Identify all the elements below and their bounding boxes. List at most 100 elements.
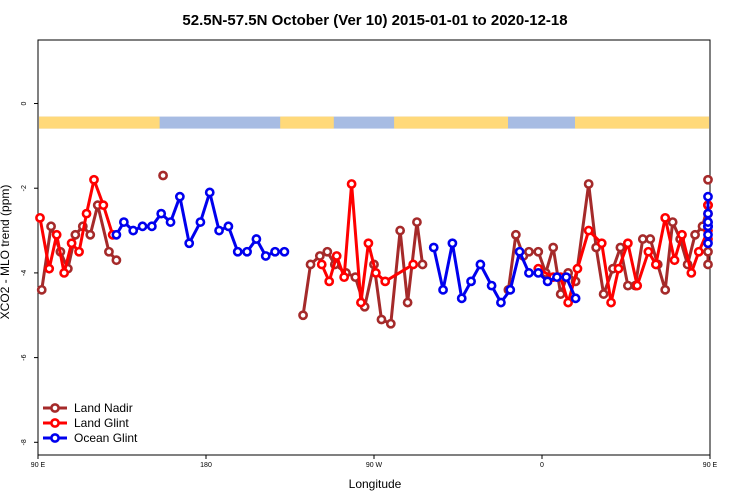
data-point-1-0-8 xyxy=(98,200,109,211)
data-point-0-0-4 xyxy=(70,229,81,240)
data-point-2-1-8 xyxy=(505,284,516,295)
data-point-0-3-7 xyxy=(555,289,566,299)
data-point-2-2-6 xyxy=(703,217,713,227)
data-point-1-1-9 xyxy=(408,259,419,270)
x-tick-label-3: 0 xyxy=(540,462,544,469)
y-tick-label-1: -2 xyxy=(21,185,28,191)
data-point-0-2-9 xyxy=(376,314,387,325)
y-axis: 0 -2 -4 -6 -8 xyxy=(21,101,38,445)
data-point-2-1-13 xyxy=(552,272,562,283)
series-line-2-1 xyxy=(432,241,577,305)
land-band-segment-1 xyxy=(280,116,334,129)
data-point-1-0-1 xyxy=(44,263,55,274)
data-point-1-0-2 xyxy=(51,229,62,240)
data-point-1-2-10 xyxy=(632,280,643,291)
data-point-2-1-6 xyxy=(486,280,497,291)
land-band-segment-2 xyxy=(394,116,508,129)
data-point-1-2-3 xyxy=(563,297,574,308)
data-point-1-2-17 xyxy=(693,246,704,257)
data-point-1-2-8 xyxy=(613,263,624,274)
data-point-0-0-8 xyxy=(104,246,114,257)
data-point-2-1-7 xyxy=(496,297,506,308)
x-axis: 90 E 180 90 W 0 90 E xyxy=(31,455,718,469)
data-point-0-3-10 xyxy=(583,179,594,189)
data-point-1-0-6 xyxy=(81,208,92,219)
data-point-0-3-24 xyxy=(690,229,700,240)
legend-marker-2 xyxy=(50,433,60,443)
x-axis-label: Longitude xyxy=(349,477,402,491)
data-point-2-0-12 xyxy=(223,221,234,232)
legend-marker-1 xyxy=(50,418,60,428)
data-point-1-1-8 xyxy=(380,276,391,287)
data-point-1-0-7 xyxy=(89,174,99,185)
data-point-0-3-3 xyxy=(524,246,534,257)
data-point-0-3-4 xyxy=(533,246,544,257)
x-tick-label-2: 90 W xyxy=(366,462,383,469)
data-point-0-0-1 xyxy=(46,221,56,232)
y-tick-label-3: -6 xyxy=(21,354,28,360)
data-point-1-1-5 xyxy=(356,297,366,308)
data-point-2-0-13 xyxy=(232,246,243,257)
data-point-1-2-11 xyxy=(643,246,654,257)
data-point-2-2-7 xyxy=(703,191,713,202)
data-point-2-1-14 xyxy=(561,272,572,283)
data-point-2-0-2 xyxy=(128,225,139,236)
chart-title: 52.5N-57.5N October (Ver 10) 2015-01-01 … xyxy=(182,12,567,29)
y-axis-label: XCO2 - MLO trend (ppm) xyxy=(0,185,12,320)
data-point-2-1-3 xyxy=(456,293,467,304)
data-point-2-0-10 xyxy=(204,187,215,198)
data-point-2-2-8 xyxy=(703,238,713,249)
data-point-0-0-9 xyxy=(111,255,122,266)
data-point-1-1-4 xyxy=(346,179,357,189)
series-layer xyxy=(35,170,713,329)
data-point-0-0-6 xyxy=(85,229,96,240)
data-point-0-3-14 xyxy=(615,242,626,253)
data-point-2-0-1 xyxy=(118,217,129,227)
data-point-0-2-3 xyxy=(322,246,333,257)
plot-frame xyxy=(37,39,711,456)
data-point-1-2-12 xyxy=(650,259,661,270)
data-point-0-3-17 xyxy=(637,234,648,244)
data-point-2-0-16 xyxy=(260,251,271,261)
series-line-1-1 xyxy=(320,182,414,305)
series-line-1-2 xyxy=(537,203,710,305)
data-point-2-1-15 xyxy=(570,293,581,304)
legend-label-0: Land Nadir xyxy=(74,401,133,415)
data-point-1-0-0 xyxy=(35,212,45,223)
data-point-2-0-18 xyxy=(279,246,290,257)
data-point-0-2-2 xyxy=(314,251,325,261)
data-point-0-0-0 xyxy=(36,284,47,295)
series-ocean-glint xyxy=(111,187,713,308)
data-point-2-0-0 xyxy=(111,229,122,240)
series-land-glint xyxy=(35,174,713,308)
data-point-2-0-4 xyxy=(146,221,157,232)
data-point-0-2-11 xyxy=(395,225,406,236)
y-tick-label-4: -8 xyxy=(21,439,28,445)
data-point-2-1-9 xyxy=(514,246,525,257)
data-point-1-1-3 xyxy=(339,272,350,283)
ocean-band xyxy=(39,116,709,129)
x-tick-label-0: 90 E xyxy=(31,462,46,469)
data-point-1-2-15 xyxy=(677,229,687,240)
legend-label-2: Ocean Glint xyxy=(74,431,138,445)
data-point-2-2-5 xyxy=(703,208,713,219)
data-point-0-3-18 xyxy=(645,234,656,244)
data-point-1-2-4 xyxy=(572,263,583,274)
data-point-2-0-14 xyxy=(242,246,252,257)
data-point-1-1-0 xyxy=(316,259,327,270)
data-point-1-1-7 xyxy=(370,268,381,278)
legend-label-1: Land Glint xyxy=(74,416,129,430)
data-point-0-2-14 xyxy=(417,259,428,270)
x-tick-label-4: 90 E xyxy=(703,462,718,469)
land-band-segment-0 xyxy=(39,116,160,129)
data-point-2-0-7 xyxy=(174,191,185,202)
data-point-2-0-3 xyxy=(137,221,148,232)
data-point-1-1-6 xyxy=(363,238,374,249)
data-point-1-1-1 xyxy=(324,276,335,287)
data-point-2-0-9 xyxy=(195,217,206,227)
legend-marker-0 xyxy=(50,403,60,413)
data-point-1-2-13 xyxy=(660,212,671,223)
data-point-0-3-27 xyxy=(703,246,713,257)
